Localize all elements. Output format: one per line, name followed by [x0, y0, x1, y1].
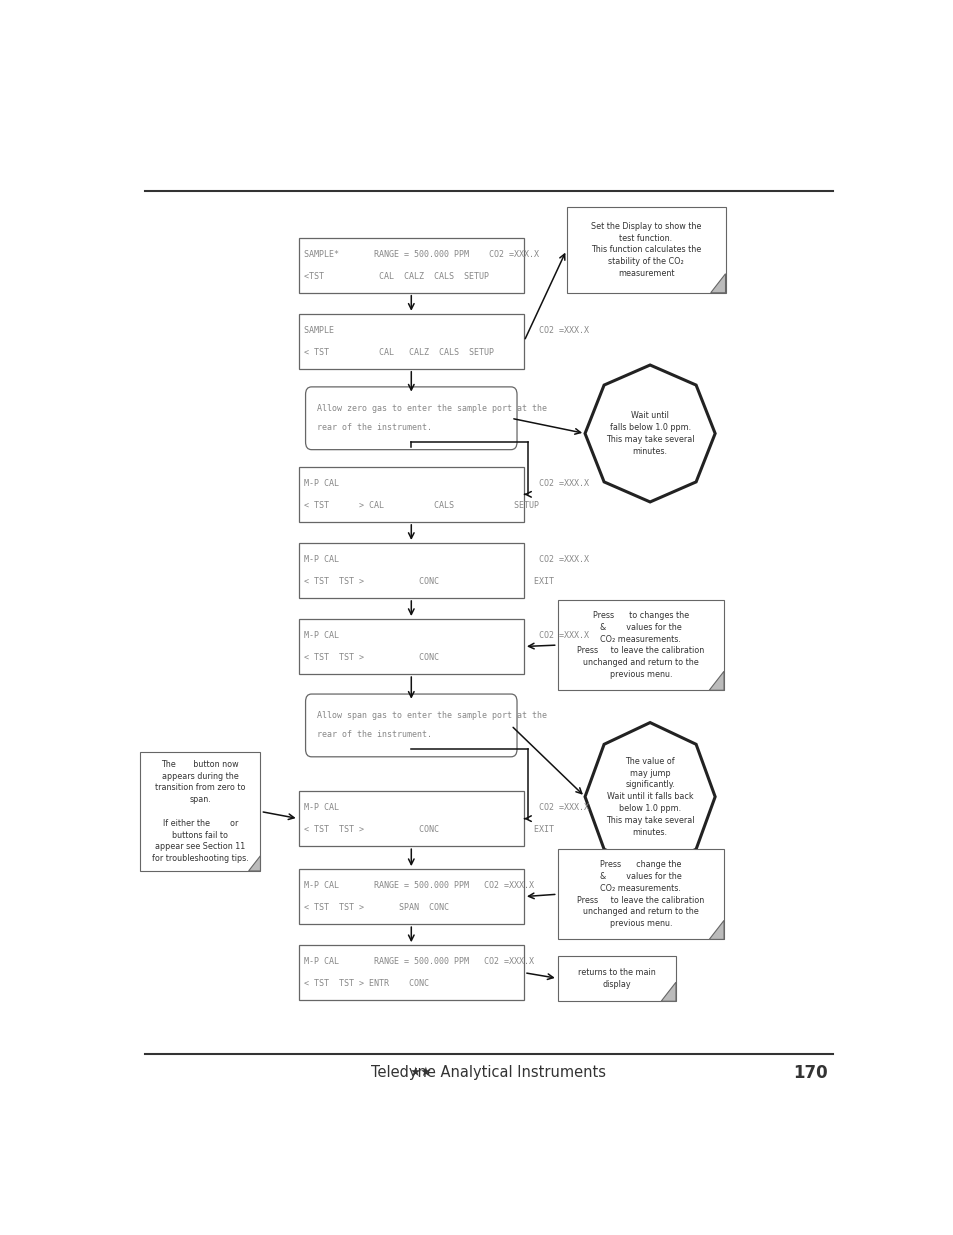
FancyBboxPatch shape [298, 543, 523, 598]
Text: M-P CAL                                        CO2 =XXX.X: M-P CAL CO2 =XXX.X [303, 479, 588, 488]
Text: < TST  TST >           CONC                   EXIT: < TST TST > CONC EXIT [303, 825, 553, 834]
Polygon shape [708, 920, 723, 940]
Text: M-P CAL       RANGE = 500.000 PPM   CO2 =XXX.X: M-P CAL RANGE = 500.000 PPM CO2 =XXX.X [303, 957, 533, 966]
FancyBboxPatch shape [298, 869, 523, 924]
Text: M-P CAL       RANGE = 500.000 PPM   CO2 =XXX.X: M-P CAL RANGE = 500.000 PPM CO2 =XXX.X [303, 881, 533, 890]
Text: < TST  TST >           CONC: < TST TST > CONC [303, 653, 438, 662]
Text: rear of the instrument.: rear of the instrument. [316, 730, 431, 740]
Text: < TST  TST > ENTR    CONC: < TST TST > ENTR CONC [303, 979, 428, 988]
Polygon shape [249, 856, 260, 871]
Text: SAMPLE*       RANGE = 500.000 PPM    CO2 =XXX.X: SAMPLE* RANGE = 500.000 PPM CO2 =XXX.X [303, 249, 538, 258]
Text: Press      change the
&        values for the
CO₂ measurements.
Press     to lea: Press change the & values for the CO₂ me… [577, 861, 703, 929]
Text: Allow span gas to enter the sample port at the: Allow span gas to enter the sample port … [316, 711, 546, 720]
FancyBboxPatch shape [298, 792, 523, 846]
Polygon shape [708, 672, 723, 690]
Text: Set the Display to show the
test function.
This function calculates the
stabilit: Set the Display to show the test functio… [590, 222, 700, 278]
FancyBboxPatch shape [298, 314, 523, 369]
Text: The       button now
appears during the
transition from zero to
span.

If either: The button now appears during the transi… [152, 760, 249, 863]
Text: M-P CAL                                        CO2 =XXX.X: M-P CAL CO2 =XXX.X [303, 803, 588, 813]
Text: returns to the main
display: returns to the main display [578, 968, 655, 989]
Text: < TST  TST >           CONC                   EXIT: < TST TST > CONC EXIT [303, 577, 553, 585]
Polygon shape [660, 982, 676, 1002]
FancyBboxPatch shape [298, 237, 523, 293]
Text: < TST          CAL   CALZ  CALS  SETUP: < TST CAL CALZ CALS SETUP [303, 348, 494, 357]
Text: SAMPLE                                         CO2 =XXX.X: SAMPLE CO2 =XXX.X [303, 326, 588, 335]
Text: The value of
may jump
significantly.
Wait until it falls back
below 1.0 ppm.
Thi: The value of may jump significantly. Wai… [605, 757, 694, 836]
FancyBboxPatch shape [305, 694, 517, 757]
Text: 170: 170 [792, 1063, 827, 1082]
Text: Wait until
falls below 1.0 ppm.
This may take several
minutes.: Wait until falls below 1.0 ppm. This may… [605, 411, 694, 456]
Text: < TST  TST >       SPAN  CONC: < TST TST > SPAN CONC [303, 903, 448, 913]
Text: Press      to changes the
&        values for the
CO₂ measurements.
Press     to: Press to changes the & values for the CO… [577, 611, 703, 679]
FancyBboxPatch shape [305, 387, 517, 450]
Text: rear of the instrument.: rear of the instrument. [316, 424, 431, 432]
Text: ★★: ★★ [409, 1066, 432, 1079]
Text: < TST      > CAL          CALS            SETUP: < TST > CAL CALS SETUP [303, 501, 538, 510]
Text: Allow zero gas to enter the sample port at the: Allow zero gas to enter the sample port … [316, 404, 546, 414]
Polygon shape [584, 722, 715, 871]
FancyBboxPatch shape [140, 752, 260, 871]
Text: Teledyne Analytical Instruments: Teledyne Analytical Instruments [371, 1065, 606, 1081]
FancyBboxPatch shape [558, 956, 676, 1002]
Polygon shape [584, 366, 715, 501]
FancyBboxPatch shape [298, 945, 523, 1000]
Text: <TST           CAL  CALZ  CALS  SETUP: <TST CAL CALZ CALS SETUP [303, 272, 488, 280]
FancyBboxPatch shape [558, 848, 723, 940]
Text: M-P CAL                                        CO2 =XXX.X: M-P CAL CO2 =XXX.X [303, 631, 588, 640]
Polygon shape [710, 274, 724, 293]
FancyBboxPatch shape [558, 600, 723, 690]
FancyBboxPatch shape [298, 619, 523, 674]
Text: M-P CAL                                        CO2 =XXX.X: M-P CAL CO2 =XXX.X [303, 555, 588, 564]
FancyBboxPatch shape [566, 207, 724, 293]
FancyBboxPatch shape [298, 467, 523, 522]
